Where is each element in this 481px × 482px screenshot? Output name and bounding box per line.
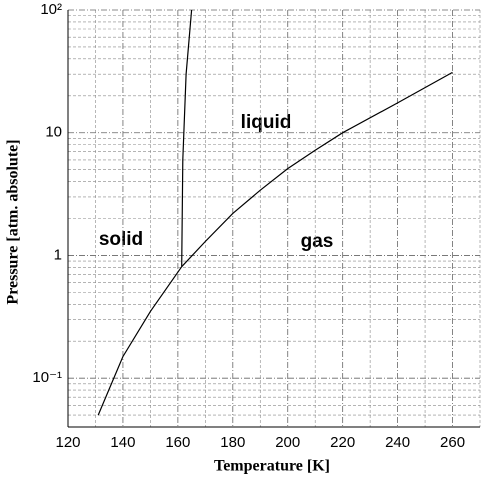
- y-tick-label: 1: [54, 246, 62, 263]
- x-tick-label: 180: [220, 434, 245, 451]
- phase-boundary: [97, 266, 183, 416]
- annotation: solid: [99, 229, 143, 250]
- x-tick-label: 160: [165, 434, 190, 451]
- y-axis-label: Pressure [atm. absolute]: [5, 139, 22, 304]
- y-tick-label: 10²: [40, 1, 62, 18]
- phase-boundary: [181, 71, 453, 268]
- x-tick-label: 200: [275, 434, 300, 451]
- x-axis-label: Temperature [K]: [214, 458, 330, 475]
- annotation: liquid: [241, 112, 292, 133]
- x-tick-label: 240: [385, 434, 410, 451]
- x-tick-label: 120: [55, 434, 80, 451]
- y-tick-label: 10⁻¹: [32, 369, 62, 386]
- y-tick-label: 10: [45, 124, 62, 141]
- x-tick-label: 220: [330, 434, 355, 451]
- annotation: gas: [301, 231, 334, 252]
- x-tick-label: 260: [440, 434, 465, 451]
- x-tick-label: 140: [110, 434, 135, 451]
- phase-boundary: [181, 9, 193, 267]
